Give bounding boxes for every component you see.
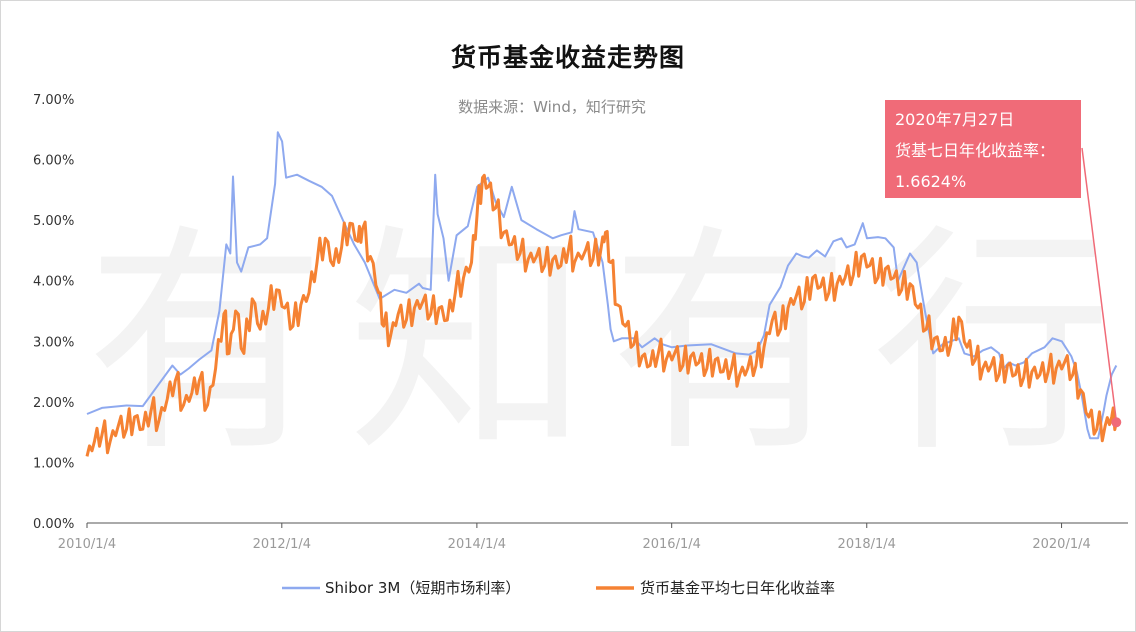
annotation-callout: 2020年7月27日 货基七日年化收益率： 1.6624% (885, 100, 1081, 198)
x-tick-label: 2020/1/4 (1032, 537, 1090, 552)
series-line-shibor (86, 131, 1118, 440)
annotation-date: 2020年7月27日 (895, 110, 1015, 129)
annotation-leader-line (1081, 147, 1118, 421)
y-tick-label: 2.00% (33, 396, 74, 411)
y-tick-label: 1.00% (33, 456, 74, 471)
y-tick-label: 6.00% (33, 154, 74, 169)
series-line-money-fund (85, 173, 1118, 457)
chart-title: 货币基金收益走势图 (450, 43, 685, 72)
y-tick-label: 5.00% (33, 214, 74, 229)
annotation-label: 货基七日年化收益率： (895, 141, 1056, 160)
chart-subtitle: 数据来源：Wind，知行研究 (458, 98, 646, 116)
y-tick-label: 3.00% (33, 335, 74, 350)
annotation-point (1111, 417, 1122, 428)
legend-label-money-fund: 货币基金平均七日年化收益率 (640, 579, 835, 597)
y-tick-label: 7.00% (33, 93, 74, 108)
x-tick-label: 2018/1/4 (838, 537, 896, 552)
y-tick-label: 0.00% (33, 517, 74, 532)
x-tick-label: 2010/1/4 (58, 537, 116, 552)
legend-label-shibor: Shibor 3M（短期市场利率） (325, 579, 520, 597)
x-tick-label: 2012/1/4 (253, 537, 311, 552)
annotation-value: 1.6624% (895, 172, 967, 191)
x-tick-label: 2016/1/4 (642, 537, 700, 552)
y-tick-label: 4.00% (33, 275, 74, 290)
x-tick-label: 2014/1/4 (448, 537, 506, 552)
